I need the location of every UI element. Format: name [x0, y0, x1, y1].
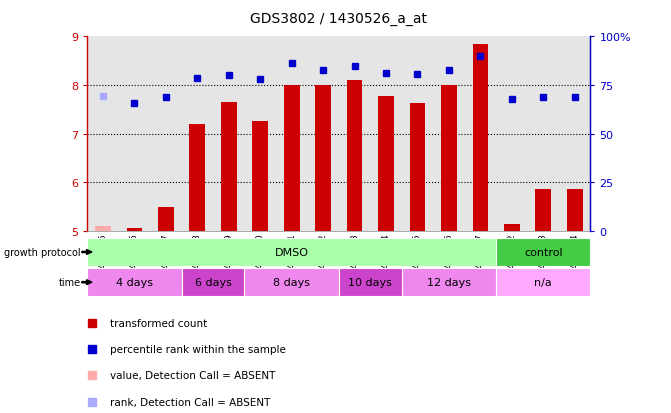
Text: percentile rank within the sample: percentile rank within the sample: [110, 344, 286, 354]
Bar: [150, 37, 182, 231]
Text: 8 days: 8 days: [273, 278, 310, 287]
Bar: [496, 268, 590, 297]
Bar: [535, 190, 551, 231]
Bar: [567, 190, 582, 231]
Bar: [559, 37, 590, 231]
Bar: [441, 86, 457, 231]
Text: 6 days: 6 days: [195, 278, 231, 287]
Bar: [127, 229, 142, 231]
Bar: [87, 268, 182, 297]
Text: rank, Detection Call = ABSENT: rank, Detection Call = ABSENT: [110, 396, 270, 406]
Bar: [527, 37, 559, 231]
Bar: [496, 238, 590, 266]
Bar: [244, 37, 276, 231]
Bar: [496, 37, 527, 231]
Bar: [347, 81, 362, 231]
Bar: [119, 37, 150, 231]
Bar: [221, 103, 237, 231]
Bar: [307, 37, 339, 231]
Bar: [504, 224, 520, 231]
Bar: [244, 268, 339, 297]
Text: value, Detection Call = ABSENT: value, Detection Call = ABSENT: [110, 370, 275, 380]
Text: GDS3802 / 1430526_a_at: GDS3802 / 1430526_a_at: [250, 12, 427, 26]
Bar: [315, 86, 331, 231]
Text: 4 days: 4 days: [116, 278, 153, 287]
Bar: [339, 268, 402, 297]
Text: time: time: [58, 278, 81, 287]
Bar: [402, 268, 496, 297]
Bar: [472, 45, 488, 231]
Bar: [189, 125, 205, 231]
Text: transformed count: transformed count: [110, 318, 207, 328]
Text: control: control: [524, 247, 562, 257]
Bar: [87, 37, 119, 231]
Text: 12 days: 12 days: [427, 278, 471, 287]
Bar: [378, 96, 394, 231]
Bar: [409, 104, 425, 231]
Bar: [276, 37, 307, 231]
Bar: [252, 122, 268, 231]
Bar: [182, 268, 244, 297]
Bar: [158, 207, 174, 231]
Bar: [182, 37, 213, 231]
Bar: [433, 37, 464, 231]
Bar: [95, 226, 111, 231]
Text: DMSO: DMSO: [274, 247, 309, 257]
Bar: [213, 37, 244, 231]
Bar: [464, 37, 496, 231]
Text: growth protocol: growth protocol: [4, 247, 81, 257]
Bar: [87, 238, 496, 266]
Bar: [284, 86, 299, 231]
Text: n/a: n/a: [534, 278, 552, 287]
Bar: [402, 37, 433, 231]
Bar: [370, 37, 402, 231]
Text: 10 days: 10 days: [348, 278, 393, 287]
Bar: [339, 37, 370, 231]
